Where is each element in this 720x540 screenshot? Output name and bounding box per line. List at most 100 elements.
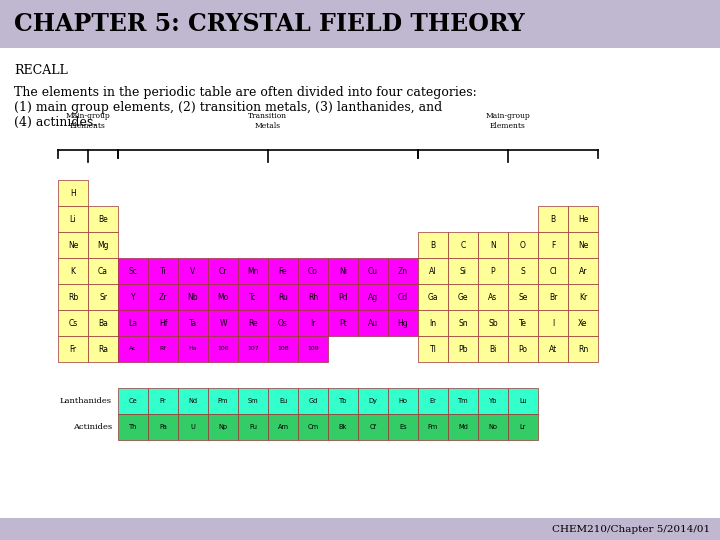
Text: Zr: Zr: [158, 293, 167, 301]
Bar: [118, 258, 148, 284]
Bar: [148, 310, 178, 336]
Text: Ho: Ho: [398, 398, 408, 404]
Bar: [88, 284, 118, 310]
Text: Transition
Metals: Transition Metals: [248, 112, 287, 130]
Text: P: P: [491, 267, 495, 275]
Text: Cl: Cl: [549, 267, 557, 275]
Bar: [508, 310, 538, 336]
Text: Rf: Rf: [160, 347, 166, 352]
Bar: [388, 414, 418, 440]
Text: Th: Th: [129, 424, 138, 430]
Text: F: F: [551, 240, 555, 249]
Text: Ne: Ne: [578, 240, 588, 249]
Text: Ni: Ni: [339, 267, 347, 275]
Text: Fr: Fr: [69, 345, 76, 354]
Text: Ce: Ce: [129, 398, 138, 404]
Text: Ac: Ac: [129, 347, 137, 352]
Bar: [268, 284, 298, 310]
Bar: [418, 336, 448, 362]
Text: Eu: Eu: [279, 398, 287, 404]
Text: Ne: Ne: [68, 240, 78, 249]
Bar: [478, 284, 508, 310]
Bar: [58, 310, 88, 336]
Text: Dy: Dy: [369, 398, 377, 404]
Text: No: No: [488, 424, 498, 430]
Text: 109: 109: [307, 347, 319, 352]
Text: N: N: [490, 240, 496, 249]
Bar: [418, 232, 448, 258]
Bar: [448, 258, 478, 284]
Bar: [418, 388, 448, 414]
Text: Ag: Ag: [368, 293, 378, 301]
Bar: [148, 258, 178, 284]
Text: Mn: Mn: [247, 267, 258, 275]
Text: B: B: [431, 240, 436, 249]
Bar: [538, 232, 568, 258]
Text: Ru: Ru: [278, 293, 288, 301]
Bar: [0, 0, 720, 48]
Text: Pr: Pr: [160, 398, 166, 404]
Text: Ge: Ge: [458, 293, 468, 301]
Text: Gd: Gd: [308, 398, 318, 404]
Bar: [268, 336, 298, 362]
Text: Mg: Mg: [97, 240, 109, 249]
Text: Es: Es: [399, 424, 407, 430]
Text: Rh: Rh: [308, 293, 318, 301]
Bar: [328, 310, 358, 336]
Bar: [238, 258, 268, 284]
Bar: [178, 284, 208, 310]
Text: Sc: Sc: [129, 267, 138, 275]
Text: C: C: [460, 240, 466, 249]
Bar: [568, 206, 598, 232]
Text: Cd: Cd: [398, 293, 408, 301]
Bar: [238, 284, 268, 310]
Bar: [88, 310, 118, 336]
Text: Tc: Tc: [249, 293, 257, 301]
Bar: [58, 284, 88, 310]
Bar: [118, 388, 148, 414]
Bar: [508, 336, 538, 362]
Bar: [508, 232, 538, 258]
Text: Rb: Rb: [68, 293, 78, 301]
Text: (4) actinides.: (4) actinides.: [14, 116, 97, 129]
Text: At: At: [549, 345, 557, 354]
Bar: [418, 284, 448, 310]
Bar: [328, 414, 358, 440]
Bar: [568, 310, 598, 336]
Bar: [448, 284, 478, 310]
Text: Re: Re: [248, 319, 258, 327]
Text: Se: Se: [518, 293, 528, 301]
Text: 108: 108: [277, 347, 289, 352]
Text: Yb: Yb: [489, 398, 498, 404]
Bar: [418, 310, 448, 336]
Text: Fm: Fm: [428, 424, 438, 430]
Bar: [448, 414, 478, 440]
Text: Bi: Bi: [490, 345, 497, 354]
Bar: [118, 414, 148, 440]
Bar: [208, 284, 238, 310]
Text: Main-group
Elements: Main-group Elements: [66, 112, 110, 130]
Bar: [448, 232, 478, 258]
Bar: [58, 206, 88, 232]
Bar: [298, 258, 328, 284]
Bar: [568, 284, 598, 310]
Bar: [478, 414, 508, 440]
Bar: [208, 388, 238, 414]
Text: Ti: Ti: [160, 267, 166, 275]
Text: Zn: Zn: [398, 267, 408, 275]
Bar: [88, 206, 118, 232]
Bar: [298, 336, 328, 362]
Bar: [568, 258, 598, 284]
Text: U: U: [191, 424, 195, 430]
Bar: [478, 388, 508, 414]
Bar: [448, 336, 478, 362]
Text: RECALL: RECALL: [14, 64, 68, 77]
Text: Br: Br: [549, 293, 557, 301]
Bar: [508, 414, 538, 440]
Text: Ha: Ha: [189, 347, 197, 352]
Text: Co: Co: [308, 267, 318, 275]
Text: The elements in the periodic table are often divided into four categories:: The elements in the periodic table are o…: [14, 86, 477, 99]
Text: 107: 107: [247, 347, 259, 352]
Text: Cs: Cs: [68, 319, 78, 327]
Text: S: S: [521, 267, 526, 275]
